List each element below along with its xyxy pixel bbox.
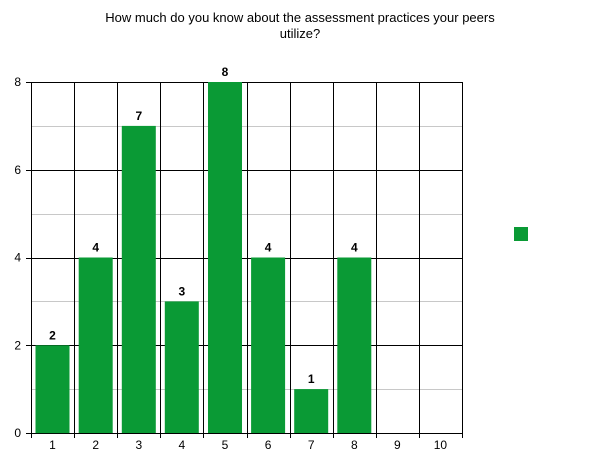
bar-2 <box>78 257 113 433</box>
bar-8 <box>337 257 372 433</box>
data-label-5: 8 <box>222 65 229 79</box>
x-tick-label: 7 <box>308 438 315 452</box>
chart-title-line-1: How much do you know about the assessmen… <box>105 10 495 25</box>
chart-title-line-2: utilize? <box>279 26 321 41</box>
chart-title: How much do you know about the assessmen… <box>0 10 600 42</box>
y-tick-label: 4 <box>14 251 21 265</box>
x-tick-label: 6 <box>265 438 272 452</box>
data-label-2: 4 <box>92 241 99 255</box>
data-label-4: 3 <box>178 284 185 298</box>
bar-7 <box>294 389 329 433</box>
legend-swatch <box>514 227 528 241</box>
x-tick-label: 8 <box>351 438 358 452</box>
x-tick-label: 9 <box>394 438 401 452</box>
data-label-3: 7 <box>135 109 142 123</box>
x-tick-label: 5 <box>222 438 229 452</box>
bar-5 <box>208 82 242 433</box>
bar-6 <box>251 257 286 433</box>
x-tick-label: 4 <box>178 438 185 452</box>
bar-3 <box>121 125 156 434</box>
y-tick-label: 8 <box>14 75 21 89</box>
data-label-6: 4 <box>265 241 272 255</box>
x-tick-label: 10 <box>434 438 448 452</box>
x-tick-label: 1 <box>49 438 56 452</box>
bar-4 <box>164 301 199 433</box>
data-label-8: 4 <box>351 241 358 255</box>
y-tick-label: 0 <box>14 426 21 440</box>
x-tick-label: 2 <box>92 438 99 452</box>
y-tick-label: 2 <box>14 338 21 352</box>
y-tick-label: 6 <box>14 163 21 177</box>
bar-1 <box>35 345 70 434</box>
data-label-1: 2 <box>49 328 56 342</box>
data-label-7: 1 <box>308 372 315 386</box>
x-tick-label: 3 <box>135 438 142 452</box>
